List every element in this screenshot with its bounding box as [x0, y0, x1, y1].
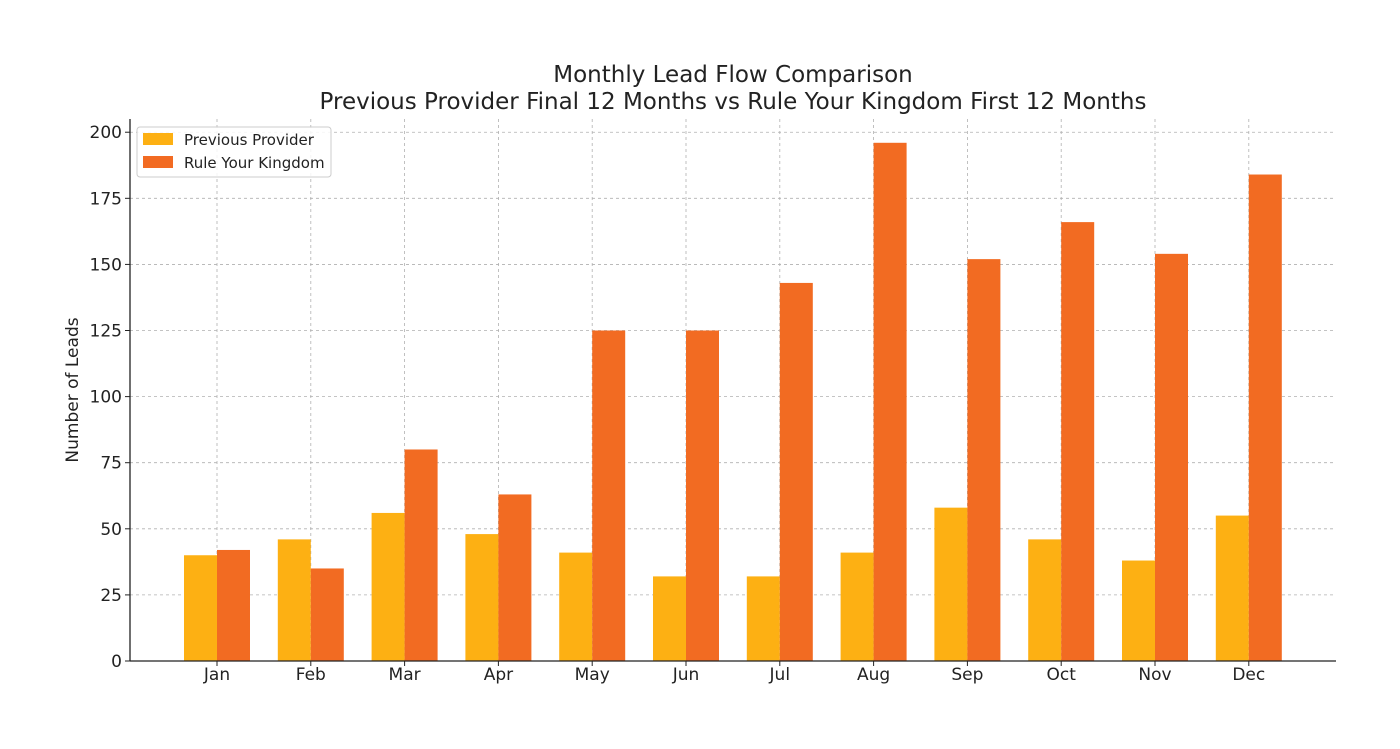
x-tick-label: Mar — [389, 665, 421, 685]
bar-rule-your-kingdom — [404, 449, 438, 661]
y-tick-label: 100 — [90, 388, 122, 408]
x-tick-label: Jun — [672, 665, 700, 685]
bar-rule-your-kingdom — [686, 330, 719, 661]
y-tick-label: 0 — [111, 652, 122, 672]
axes — [129, 119, 1336, 662]
y-tick-label: 150 — [90, 255, 122, 275]
bar-rule-your-kingdom — [779, 282, 813, 661]
bar-rule-your-kingdom — [1155, 253, 1188, 661]
bar-previous-provider — [934, 507, 968, 661]
x-tick-label: Oct — [1046, 665, 1076, 685]
bar-previous-provider — [371, 512, 405, 661]
bar-previous-provider — [653, 576, 686, 661]
bar-rule-your-kingdom — [1248, 174, 1282, 661]
y-tick-label: 175 — [90, 189, 122, 209]
legend-swatch-previous-provider — [143, 133, 173, 145]
bar-rule-your-kingdom — [592, 330, 626, 661]
x-tick-label: Aug — [857, 665, 890, 685]
x-tick-label: May — [575, 665, 610, 685]
y-tick-label: 200 — [90, 123, 122, 143]
bar-rule-your-kingdom — [498, 494, 532, 661]
x-tick-label: Sep — [951, 665, 983, 685]
bar-previous-provider — [1028, 539, 1062, 661]
bar-rule-your-kingdom — [967, 259, 1001, 661]
bar-rule-your-kingdom — [310, 568, 344, 661]
bar-previous-provider — [559, 552, 593, 661]
y-tick-label: 75 — [100, 454, 122, 474]
bar-previous-provider — [840, 552, 874, 661]
bar-previous-provider — [277, 539, 311, 661]
bar-previous-provider — [746, 576, 780, 661]
x-tick-label: Nov — [1138, 665, 1171, 685]
bar-previous-provider — [184, 555, 217, 661]
x-tick-label: Jan — [203, 665, 230, 685]
bar-rule-your-kingdom — [217, 549, 250, 661]
bar-rule-your-kingdom — [873, 142, 907, 662]
tick-labels: 0 25 50 75 100 125 150 175 200 Jan Feb Mar Apr May Jun… — [90, 123, 1266, 685]
x-tick-label: Apr — [484, 665, 513, 685]
y-tick-label: 125 — [90, 322, 122, 342]
legend-label-previous-provider: Previous Provider — [184, 131, 315, 149]
y-axis-label: Number of Leads — [63, 317, 83, 462]
chart-title: Monthly Lead Flow Comparison — [553, 62, 913, 88]
legend-swatch-rule-your-kingdom — [143, 156, 173, 168]
x-tick-label: Feb — [296, 665, 326, 685]
legend: Previous Provider Rule Your Kingdom — [136, 126, 332, 178]
chart-subtitle: Previous Provider Final 12 Months vs Rul… — [319, 89, 1147, 115]
legend-box — [136, 126, 332, 178]
bar-previous-provider — [1215, 515, 1249, 661]
bar-rule-your-kingdom — [1061, 222, 1095, 662]
bar-previous-provider — [465, 534, 499, 661]
legend-label-rule-your-kingdom: Rule Your Kingdom — [184, 154, 325, 172]
x-tick-label: Jul — [769, 665, 791, 685]
y-tick-label: 25 — [100, 586, 122, 606]
bars — [184, 142, 1282, 662]
y-tick-label: 50 — [100, 520, 122, 540]
bar-previous-provider — [1122, 560, 1155, 661]
x-tick-label: Dec — [1232, 665, 1265, 685]
